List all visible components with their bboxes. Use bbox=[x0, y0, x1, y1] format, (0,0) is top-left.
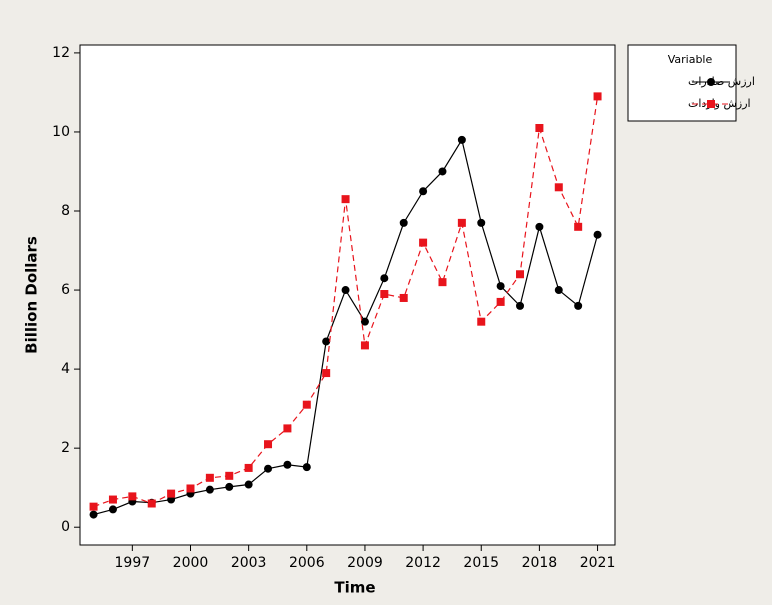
point bbox=[555, 183, 563, 191]
point bbox=[594, 92, 602, 100]
point bbox=[380, 290, 388, 298]
plot-area bbox=[80, 45, 615, 545]
point bbox=[438, 278, 446, 286]
point bbox=[245, 481, 253, 489]
point bbox=[594, 231, 602, 239]
point bbox=[477, 219, 485, 227]
point bbox=[225, 472, 233, 480]
x-tick-label: 2015 bbox=[463, 555, 499, 571]
y-tick-label: 10 bbox=[52, 124, 70, 140]
legend-marker bbox=[707, 100, 715, 108]
point bbox=[109, 496, 117, 504]
point bbox=[90, 511, 98, 519]
point bbox=[535, 223, 543, 231]
y-tick-label: 0 bbox=[61, 519, 70, 535]
legend-marker bbox=[707, 78, 715, 86]
point bbox=[186, 484, 194, 492]
point bbox=[342, 195, 350, 203]
point bbox=[400, 294, 408, 302]
point bbox=[380, 274, 388, 282]
y-tick-label: 12 bbox=[52, 45, 70, 61]
point bbox=[225, 483, 233, 491]
point bbox=[419, 239, 427, 247]
point bbox=[283, 424, 291, 432]
point bbox=[419, 187, 427, 195]
point bbox=[516, 270, 524, 278]
x-tick-label: 2009 bbox=[347, 555, 383, 571]
point bbox=[516, 302, 524, 310]
x-tick-label: 2018 bbox=[522, 555, 558, 571]
point bbox=[535, 124, 543, 132]
point bbox=[342, 286, 350, 294]
point bbox=[206, 486, 214, 494]
x-tick-label: 2006 bbox=[289, 555, 325, 571]
point bbox=[264, 465, 272, 473]
point bbox=[497, 298, 505, 306]
y-tick-label: 6 bbox=[61, 282, 70, 298]
point bbox=[477, 318, 485, 326]
x-axis-label: Time bbox=[334, 579, 375, 597]
x-tick-label: 1997 bbox=[115, 555, 151, 571]
point bbox=[497, 282, 505, 290]
point bbox=[245, 464, 253, 472]
point bbox=[109, 505, 117, 513]
x-tick-label: 2000 bbox=[173, 555, 209, 571]
point bbox=[128, 492, 136, 500]
chart: Time Billion Dollars Variable ارزش صادرا… bbox=[0, 0, 772, 605]
point bbox=[361, 341, 369, 349]
point bbox=[458, 136, 466, 144]
point bbox=[438, 167, 446, 175]
y-tick-label: 8 bbox=[61, 203, 70, 219]
page: {"chart_data": {"type": "line", "x_label… bbox=[0, 0, 772, 605]
point bbox=[90, 503, 98, 511]
point bbox=[303, 463, 311, 471]
legend-title: Variable bbox=[668, 53, 713, 66]
x-tick-label: 2003 bbox=[231, 555, 267, 571]
point bbox=[555, 286, 563, 294]
point bbox=[206, 474, 214, 482]
point bbox=[400, 219, 408, 227]
point bbox=[458, 219, 466, 227]
y-tick-label: 4 bbox=[61, 361, 70, 377]
x-tick-label: 2021 bbox=[580, 555, 616, 571]
point bbox=[264, 440, 272, 448]
point bbox=[322, 337, 330, 345]
point bbox=[574, 223, 582, 231]
point bbox=[148, 499, 156, 507]
point bbox=[322, 369, 330, 377]
x-tick-label: 2012 bbox=[405, 555, 441, 571]
y-axis-label: Billion Dollars bbox=[23, 236, 41, 354]
point bbox=[283, 461, 291, 469]
y-tick-label: 2 bbox=[61, 440, 70, 456]
point bbox=[574, 302, 582, 310]
point bbox=[303, 401, 311, 409]
point bbox=[167, 490, 175, 498]
